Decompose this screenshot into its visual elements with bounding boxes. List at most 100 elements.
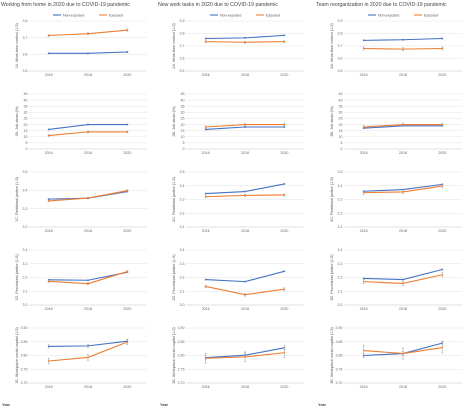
- x-tick-label: 2018: [241, 229, 249, 233]
- x-tick-label: 2018: [241, 73, 249, 77]
- data-point-non-exposed: [244, 190, 246, 193]
- x-tick-label: 2020: [280, 307, 288, 311]
- x-tick-label: 2016: [360, 73, 368, 77]
- panel-2-b: 0 5 10 15 20 25 30 35 40 45 2016 2018 2020 2B. Job st…: [172, 92, 304, 155]
- data-point-exposed: [244, 356, 246, 358]
- y-tick-label: 3.7: [338, 44, 343, 48]
- y-tick-label: 3.2: [23, 276, 28, 280]
- data-point-non-exposed: [441, 37, 444, 40]
- y-tick-label: 15: [339, 129, 343, 133]
- data-point-exposed: [283, 352, 286, 354]
- data-point-exposed: [283, 194, 286, 196]
- panel-1-c: 3.2 3.3 3.4 3.5 2016 2018 2020 1C. Relational j…: [15, 170, 147, 233]
- y-tick-label: 3.70: [178, 381, 185, 385]
- x-axis-title-col-3: Year: [318, 403, 327, 407]
- data-point-exposed: [283, 288, 286, 290]
- data-point-exposed: [126, 190, 129, 192]
- panel-1-e: 3.70 3.75 3.80 3.85 3.90 2016 2018 2020 1E. Work…: [15, 326, 147, 389]
- x-tick-label: 2020: [280, 385, 288, 389]
- x-tick-label: 2018: [84, 73, 92, 77]
- y-tick-label: 3.70: [336, 381, 343, 385]
- y-tick-label: 5: [26, 141, 28, 145]
- x-tick-label: 2020: [280, 229, 288, 233]
- data-point-exposed: [244, 123, 246, 126]
- data-point-non-exposed: [47, 128, 50, 131]
- y-tick-label: 3.90: [336, 326, 343, 330]
- x-tick-label: 2020: [123, 151, 131, 155]
- data-point-exposed: [126, 131, 129, 133]
- data-point-non-exposed: [126, 51, 129, 53]
- data-point-exposed: [402, 123, 404, 126]
- data-point-non-exposed: [244, 37, 246, 39]
- data-point-non-exposed: [126, 123, 129, 126]
- data-point-exposed: [362, 47, 365, 50]
- y-axis-label: 3C. Relational justice (1-5): [330, 176, 334, 221]
- data-point-non-exposed: [402, 278, 404, 281]
- y-tick-label: 3.4: [338, 184, 343, 188]
- y-axis-label: 2D. Procedural justice (1-5): [172, 254, 176, 301]
- data-point-non-exposed: [87, 345, 89, 347]
- x-tick-label: 2018: [399, 385, 407, 389]
- x-tick-label: 2018: [241, 385, 249, 389]
- x-tick-label: 2016: [45, 307, 53, 311]
- y-tick-label: 3.6: [180, 57, 185, 61]
- x-tick-label: 2018: [84, 229, 92, 233]
- y-tick-label: 20: [24, 123, 28, 127]
- y-tick-label: 3.75: [336, 367, 343, 371]
- y-tick-label: 3.3: [23, 262, 28, 266]
- y-tick-label: 3.1: [338, 225, 343, 229]
- y-tick-label: 3.0: [338, 303, 343, 307]
- column-title-3: Team reorganization in 2020 due to COVID…: [316, 2, 447, 8]
- y-tick-label: 3.5: [180, 69, 185, 73]
- y-tick-label: 3.75: [21, 367, 28, 371]
- y-tick-label: 0: [26, 147, 28, 151]
- y-tick-label: 3.90: [21, 326, 28, 330]
- data-point-exposed: [87, 356, 89, 359]
- panel-3-c: 3.1 3.2 3.3 3.4 3.5 2016 2018 2020 3C. Relationa…: [330, 170, 462, 233]
- data-point-exposed: [283, 40, 286, 43]
- x-tick-label: 2018: [241, 307, 249, 311]
- data-point-non-exposed: [283, 270, 286, 273]
- y-axis-label: 1B. Job strain (%): [15, 106, 19, 137]
- data-point-non-exposed: [87, 279, 89, 281]
- legend-label-exposed: Exposed: [266, 13, 280, 17]
- x-tick-label: 2016: [360, 229, 368, 233]
- panel-2-a: 3.5 3.6 3.7 3.8 3.9 2016 2018 2020 2A. Work-time…: [172, 13, 304, 77]
- x-tick-label: 2020: [280, 73, 288, 77]
- y-tick-label: 45: [181, 92, 185, 96]
- y-tick-label: 3.90: [178, 326, 185, 330]
- x-tick-label: 2016: [45, 385, 53, 389]
- data-point-exposed: [402, 282, 404, 285]
- data-point-non-exposed: [283, 126, 286, 128]
- y-axis-label: 1E. Workplace social capital (1-5): [15, 327, 19, 384]
- x-tick-label: 2020: [438, 229, 446, 233]
- panel-2-d: 3.0 3.1 3.2 3.3 3.4 2016 2018 2020 2D. Procedura…: [172, 248, 304, 311]
- y-tick-label: 30: [181, 111, 185, 115]
- y-tick-label: 3.9: [180, 19, 185, 23]
- y-tick-label: 45: [24, 92, 28, 96]
- data-point-exposed: [204, 357, 207, 359]
- x-tick-label: 2020: [123, 73, 131, 77]
- data-point-exposed: [47, 134, 50, 137]
- y-tick-label: 3.0: [23, 303, 28, 307]
- x-tick-label: 2016: [202, 229, 210, 233]
- y-tick-label: 40: [24, 98, 28, 102]
- data-point-exposed: [244, 293, 246, 296]
- y-tick-label: 3.8: [338, 32, 343, 36]
- data-point-exposed: [126, 29, 129, 31]
- x-tick-label: 2016: [360, 385, 368, 389]
- y-axis-label: 1C. Relational justice (1-5): [15, 176, 19, 221]
- y-axis-label: 1D. Procedural justice (1-5): [15, 254, 19, 301]
- data-point-exposed: [362, 349, 365, 352]
- data-point-exposed: [362, 280, 365, 283]
- x-tick-label: 2018: [399, 73, 407, 77]
- y-tick-label: 3.2: [180, 211, 185, 215]
- x-tick-label: 2018: [84, 151, 92, 155]
- y-tick-label: 3.8: [180, 32, 185, 36]
- legend-label-exposed: Exposed: [424, 13, 438, 17]
- x-tick-label: 2016: [45, 151, 53, 155]
- x-tick-label: 2020: [123, 385, 131, 389]
- data-point-exposed: [441, 274, 444, 276]
- x-tick-label: 2020: [438, 385, 446, 389]
